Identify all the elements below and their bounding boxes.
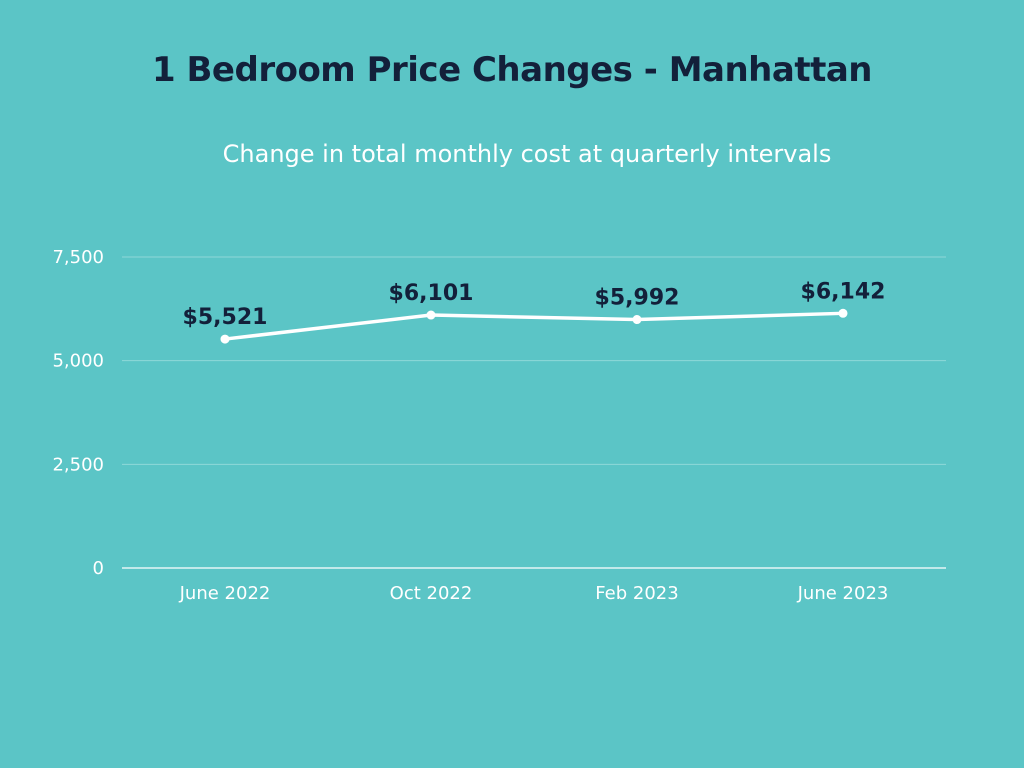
data-label: $6,142 bbox=[801, 279, 886, 304]
x-tick-label: Feb 2023 bbox=[595, 583, 678, 604]
data-point bbox=[838, 308, 848, 318]
chart-subtitle: Change in total monthly cost at quarterl… bbox=[222, 140, 832, 168]
chart-title: 1 Bedroom Price Changes - Manhattan bbox=[152, 50, 872, 90]
data-label: $5,992 bbox=[595, 286, 680, 311]
data-labels: $5,521 $6,101 $5,992 $6,142 bbox=[183, 279, 886, 330]
y-tick-label: 2,500 bbox=[52, 454, 104, 475]
data-label: $5,521 bbox=[183, 305, 268, 330]
x-tick-label: Oct 2022 bbox=[390, 583, 473, 604]
data-label: $6,101 bbox=[389, 281, 474, 306]
y-tick-label: 0 bbox=[93, 558, 104, 579]
y-tick-label: 5,000 bbox=[52, 351, 104, 372]
data-point bbox=[426, 310, 436, 320]
x-tick-label: June 2023 bbox=[797, 583, 889, 604]
series-price bbox=[220, 308, 848, 344]
series-line bbox=[223, 311, 845, 341]
x-axis-ticks: June 2022 Oct 2022 Feb 2023 June 2023 bbox=[179, 583, 889, 604]
data-point bbox=[220, 334, 230, 344]
y-axis-ticks: 0 2,500 5,000 7,500 bbox=[52, 247, 104, 579]
x-tick-label: June 2022 bbox=[179, 583, 271, 604]
y-tick-label: 7,500 bbox=[52, 247, 104, 268]
gridlines bbox=[122, 256, 946, 569]
data-point bbox=[632, 315, 642, 325]
